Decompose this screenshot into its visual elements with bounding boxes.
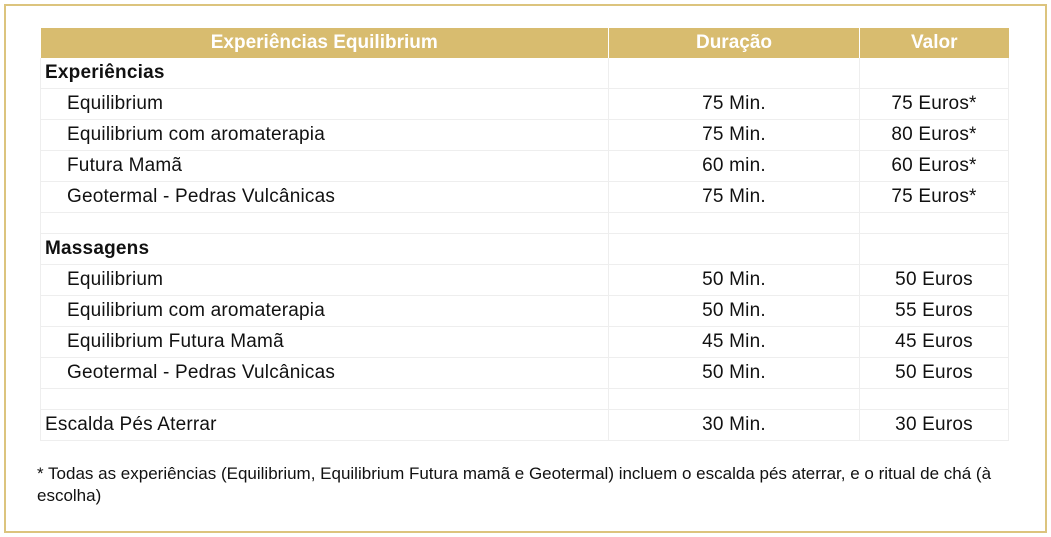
item-duration: 50 Min. <box>608 295 860 327</box>
item-price: 30 Euros <box>859 409 1009 441</box>
table-header-row: Experiências Equilibrium Duração Valor <box>40 28 1009 58</box>
item-price: 55 Euros <box>859 295 1009 327</box>
table-row: Futura Mamã 60 min. 60 Euros* <box>40 150 1009 182</box>
item-name: Equilibrium com aromaterapia <box>40 295 609 327</box>
item-name: Escalda Pés Aterrar <box>40 409 609 441</box>
item-price: 50 Euros <box>859 264 1009 296</box>
item-name: Equilibrium <box>40 264 609 296</box>
item-name: Geotermal - Pedras Vulcânicas <box>40 181 609 213</box>
section-row: Experiências <box>40 58 1009 89</box>
price-table: Experiências Equilibrium Duração Valor E… <box>40 28 1009 441</box>
section-row: Massagens <box>40 233 1009 265</box>
item-name: Equilibrium com aromaterapia <box>40 119 609 151</box>
table-row: Geotermal - Pedras Vulcânicas 75 Min. 75… <box>40 181 1009 213</box>
header-price: Valor <box>859 28 1009 58</box>
price-list-frame: Experiências Equilibrium Duração Valor E… <box>4 4 1047 533</box>
item-duration: 75 Min. <box>608 88 860 120</box>
section-title-massagens: Massagens <box>40 233 609 265</box>
header-duration: Duração <box>608 28 860 58</box>
footnote: * Todas as experiências (Equilibrium, Eq… <box>37 464 992 505</box>
item-duration: 75 Min. <box>608 181 860 213</box>
item-duration: 50 Min. <box>608 357 860 389</box>
item-name: Equilibrium Futura Mamã <box>40 326 609 358</box>
spacer-row <box>40 212 1009 234</box>
table-row: Escalda Pés Aterrar 30 Min. 30 Euros <box>40 409 1009 441</box>
item-price: 80 Euros* <box>859 119 1009 151</box>
item-name: Geotermal - Pedras Vulcânicas <box>40 357 609 389</box>
item-price: 45 Euros <box>859 326 1009 358</box>
header-experiences: Experiências Equilibrium <box>40 28 609 58</box>
spacer-row <box>40 388 1009 410</box>
item-duration: 30 Min. <box>608 409 860 441</box>
table-row: Equilibrium Futura Mamã 45 Min. 45 Euros <box>40 326 1009 358</box>
table-row: Equilibrium 50 Min. 50 Euros <box>40 264 1009 296</box>
item-duration: 50 Min. <box>608 264 860 296</box>
item-duration: 60 min. <box>608 150 860 182</box>
item-duration: 75 Min. <box>608 119 860 151</box>
table-row: Equilibrium com aromaterapia 75 Min. 80 … <box>40 119 1009 151</box>
item-price: 75 Euros* <box>859 181 1009 213</box>
item-duration: 45 Min. <box>608 326 860 358</box>
section-title-experiencias: Experiências <box>40 58 609 89</box>
table-row: Geotermal - Pedras Vulcânicas 50 Min. 50… <box>40 357 1009 389</box>
item-price: 75 Euros* <box>859 88 1009 120</box>
item-price: 60 Euros* <box>859 150 1009 182</box>
item-name: Futura Mamã <box>40 150 609 182</box>
item-price: 50 Euros <box>859 357 1009 389</box>
item-name: Equilibrium <box>40 88 609 120</box>
table-row: Equilibrium com aromaterapia 50 Min. 55 … <box>40 295 1009 327</box>
table-row: Equilibrium 75 Min. 75 Euros* <box>40 88 1009 120</box>
